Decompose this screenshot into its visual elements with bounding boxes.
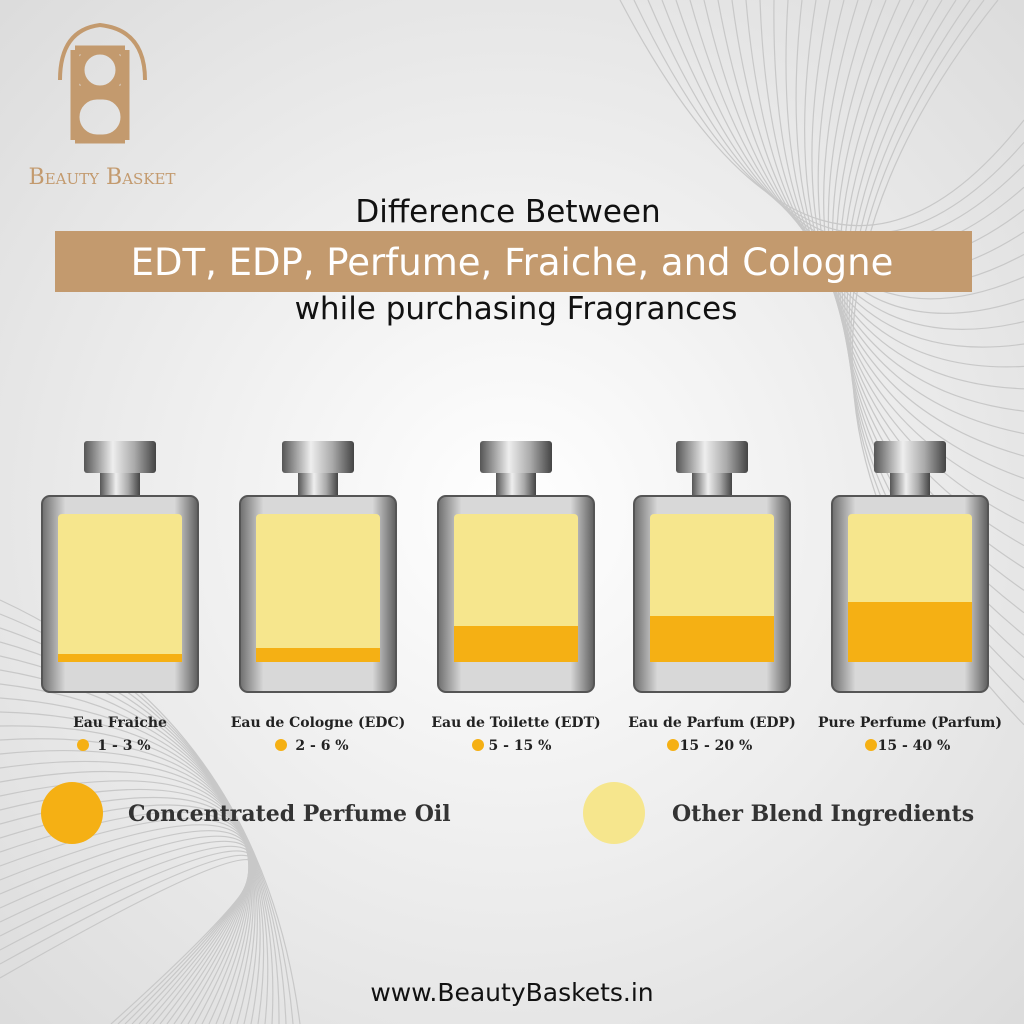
- bottle-cap: [480, 441, 552, 473]
- perfume-oil: [848, 602, 972, 662]
- other-ingredients: [454, 514, 578, 662]
- range-dot: [865, 739, 877, 751]
- title-line3: while purchasing Fragrances: [295, 291, 738, 327]
- curve: [0, 770, 251, 1024]
- bottle-range: 2 - 6 %: [295, 738, 348, 754]
- perfume-oil: [650, 616, 774, 662]
- brand-name: Beauty Basket: [29, 165, 176, 190]
- bottle-range: 1 - 3 %: [97, 738, 150, 754]
- curve: [647, 0, 1024, 244]
- curve: [0, 818, 251, 1024]
- bottle-neck: [692, 473, 732, 497]
- title-highlight: EDT, EDP, Perfume, Fraiche, and Cologne: [131, 241, 894, 284]
- bottle-name: Pure Perfume (Parfum): [818, 715, 1002, 731]
- curve: [633, 0, 1024, 235]
- curve: [0, 840, 253, 1024]
- bottle-neck: [496, 473, 536, 497]
- curve: [0, 750, 253, 1024]
- curve: [0, 854, 256, 1024]
- curve: [619, 0, 1024, 227]
- curve: [0, 850, 255, 1024]
- bottle-neck: [298, 473, 338, 497]
- bottle-name: Eau de Cologne (EDC): [231, 715, 405, 731]
- curve: [0, 835, 252, 1024]
- bottle: Eau de Parfum (EDP) 15 - 20 %: [628, 441, 796, 754]
- range-dot: [77, 739, 89, 751]
- bottle-name: Eau de Parfum (EDP): [628, 715, 795, 731]
- bottle-cap: [874, 441, 946, 473]
- legend-other: Other Blend Ingredients: [672, 801, 974, 827]
- bottle: Eau de Toilette (EDT) 5 - 15 %: [431, 441, 601, 754]
- bottle-name: Eau Fraiche: [73, 715, 167, 731]
- legend-swatch-other: [583, 782, 645, 844]
- bottle-neck: [890, 473, 930, 497]
- curve: [0, 824, 251, 1024]
- bottle-range: 15 - 20 %: [680, 738, 753, 754]
- other-ingredients: [256, 514, 380, 662]
- bottle: Eau de Cologne (EDC) 2 - 6 %: [231, 441, 405, 754]
- perfume-oil: [454, 626, 578, 662]
- other-ingredients: [58, 514, 182, 662]
- range-dot: [472, 739, 484, 751]
- bottle: Eau Fraiche 1 - 3 %: [41, 441, 199, 754]
- logo: [58, 22, 147, 144]
- curve: [0, 845, 254, 1024]
- range-dot: [667, 739, 679, 751]
- curve: [0, 711, 258, 1024]
- title-line1: Difference Between: [355, 194, 660, 230]
- bottle-name: Eau de Toilette (EDT): [431, 715, 600, 731]
- title-band: [55, 231, 972, 292]
- bottle-cap: [84, 441, 156, 473]
- curve: [0, 830, 252, 1024]
- curve: [0, 780, 250, 1024]
- bottle-range: 5 - 15 %: [489, 738, 552, 754]
- legend-swatch-oil: [41, 782, 103, 844]
- bottle-range: 15 - 40 %: [878, 738, 951, 754]
- curve: [0, 859, 257, 1024]
- bottle: Pure Perfume (Parfum) 15 - 40 %: [818, 441, 1002, 754]
- bottle-neck: [100, 473, 140, 497]
- website: www.BeautyBaskets.in: [370, 978, 653, 1007]
- bottle-cap: [676, 441, 748, 473]
- perfume-oil: [256, 648, 380, 662]
- curve: [0, 725, 256, 1024]
- curve: [0, 683, 265, 1024]
- bottle-cap: [282, 441, 354, 473]
- bottles: Eau Fraiche 1 - 3 % Eau de Cologne (EDC) 2 …: [41, 441, 1002, 754]
- curve: [0, 697, 261, 1024]
- range-dot: [275, 739, 287, 751]
- perfume-oil: [58, 654, 182, 662]
- legend-oil: Concentrated Perfume Oil: [128, 801, 451, 827]
- curve: [0, 760, 252, 1024]
